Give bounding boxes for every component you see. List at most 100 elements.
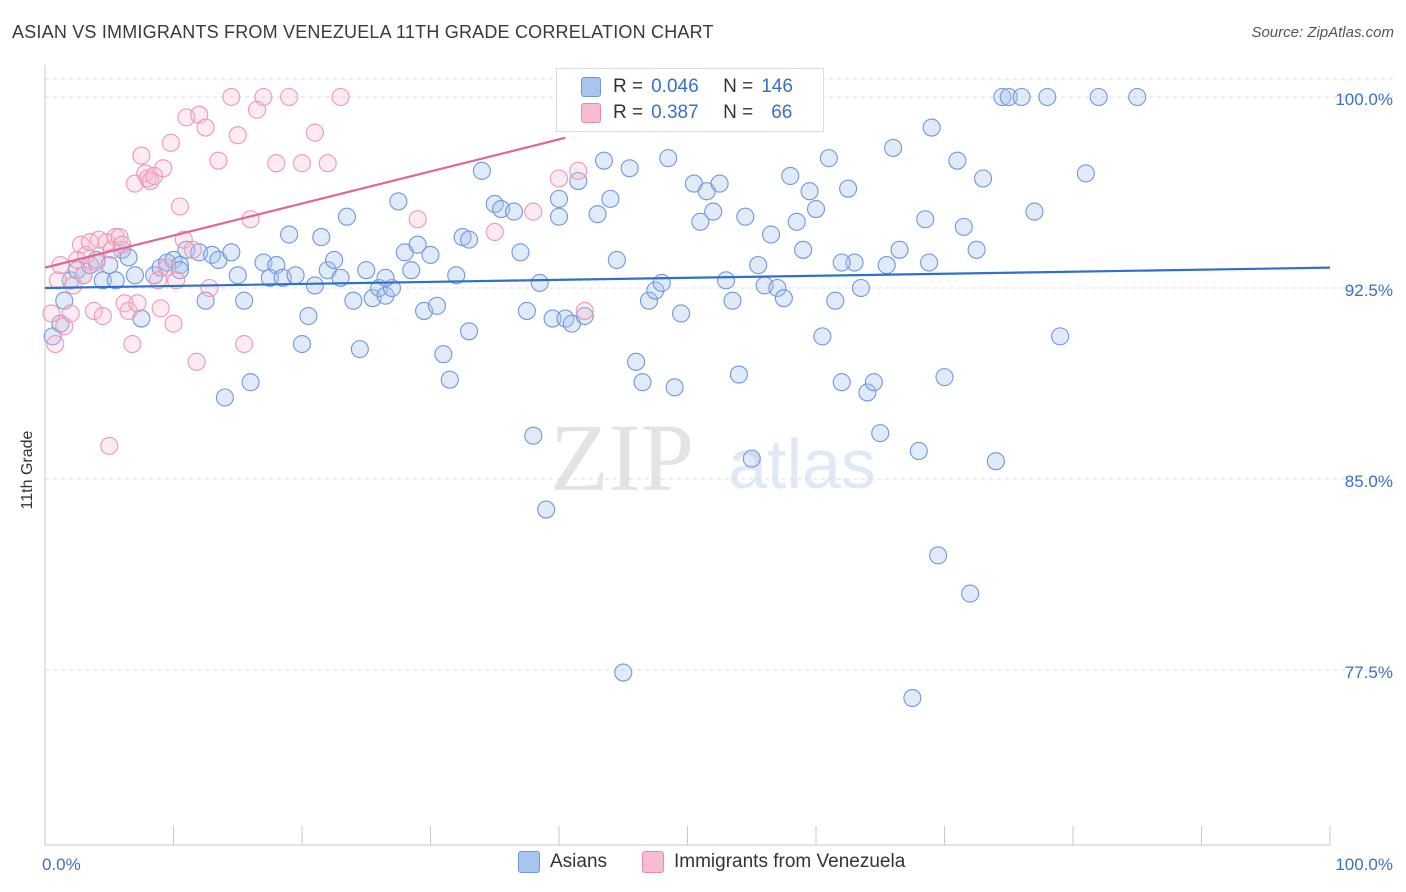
venezuela-swatch [581,103,601,123]
asians-point [312,228,331,247]
legend-item-asians[interactable]: Asians [518,851,607,873]
asians-point [864,373,883,392]
r-value: 0.387 [651,102,699,123]
venezuela-point [200,278,219,298]
venezuela-point [42,304,61,323]
asians-point [215,388,234,407]
asians-point [235,291,254,310]
asians-point [357,261,376,280]
asians-point [761,225,781,244]
asians-point [839,179,858,198]
asians-point [948,151,967,170]
asians-point [434,345,453,364]
venezuela-point [158,258,177,277]
venezuela-point [305,123,324,142]
venezuela-point [84,301,103,320]
asians-point [710,174,729,193]
asians-point [961,584,980,603]
data-points [42,87,1147,708]
asians-point [851,278,871,298]
asians-legend-swatch [518,851,540,873]
asians-point [723,291,742,310]
venezuela-point [132,146,151,165]
asians-point [569,171,588,191]
venezuela-point [569,161,588,180]
asians-point [774,289,793,308]
venezuela-point [183,240,202,259]
asians-point [376,286,395,305]
venezuela-point [174,230,193,249]
asians-point [627,352,646,371]
asians-point [993,87,1012,107]
legend-item-venezuela[interactable]: Immigrants from Venezuela [642,851,905,873]
asians-point [1089,87,1108,107]
axes [44,65,1331,846]
n-label: N = [723,102,754,123]
asians-point [999,87,1018,107]
asians-point [292,334,312,354]
asians-point [459,322,479,341]
asians-point [890,240,909,259]
asians-point [459,230,479,249]
asians-point [691,212,710,231]
venezuela-point [61,304,80,323]
asians-point [652,273,671,292]
venezuela-point [164,314,183,333]
trend-lines [44,136,1331,290]
asians-point [325,250,344,270]
venezuela-point [196,118,215,137]
asians-point [228,266,247,285]
asians-point [1025,202,1044,221]
asians-point [922,118,941,137]
asians-point [716,271,736,290]
venezuela-legend-swatch [642,851,664,873]
asians-point [659,149,678,168]
venezuela-point [46,334,65,354]
asians-point [504,202,524,221]
venezuela-point [331,87,350,107]
asians-point [787,212,806,231]
asians-point [549,189,569,208]
asians-point [920,253,939,272]
asians-point [472,161,491,180]
asians-point [665,378,684,397]
venezuela-point [151,299,170,318]
asians-point [350,340,369,359]
asians-point [620,159,639,178]
asians-point [241,373,260,392]
asians-point [524,426,543,445]
asians-point [337,207,357,226]
asians-point [633,373,652,392]
asians-point [286,266,305,285]
venezuela-point [524,202,543,221]
series-legend: Asians Immigrants from Venezuela [0,851,1406,877]
asians-point [871,424,890,443]
asians-point [1076,164,1095,183]
asians-point [607,250,626,270]
venezuela-point [318,154,337,173]
asians-point [344,291,363,310]
y-tick-label: 92.5% [1345,281,1393,300]
venezuela-point [167,271,186,290]
venezuela-point [93,306,112,326]
asians-point [575,306,594,326]
n-label: N = [723,76,754,97]
asians-point [781,166,800,185]
asians-point [639,291,659,310]
asians-point [305,276,324,295]
venezuela-point [549,169,569,188]
r-label: R = [613,102,644,123]
stats-legend: R = 0.046 N = 146 R = 0.387 N = 66 [556,68,824,132]
asians-point [749,256,768,275]
asians-point [543,309,562,328]
y-tick-label: 100.0% [1335,90,1393,109]
y-tick-label: 77.5% [1345,663,1393,682]
asians-point [704,202,723,221]
asians-point [877,256,896,275]
legend-label-asians: Asians [550,851,608,872]
asians-point [819,149,838,168]
venezuela-trend-line [44,136,566,269]
asians-point [646,281,665,300]
x-tick-label: 100.0% [1335,855,1393,874]
